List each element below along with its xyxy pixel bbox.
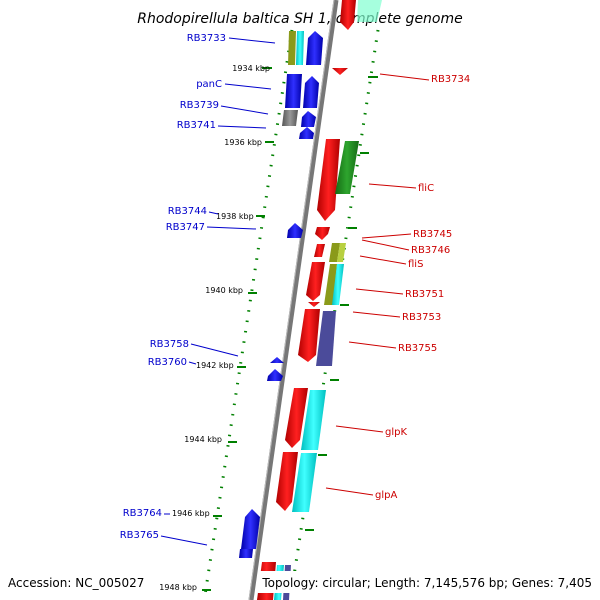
gene-rb3733-cyan[interactable]	[296, 31, 304, 65]
forward-track-guide	[203, 29, 294, 596]
scale-labels: 1934 kbp 1936 kbp 1938 kbp 1940 kbp 1942…	[159, 64, 270, 592]
genome-backbone	[248, 0, 339, 600]
gene-rb3755-red[interactable]	[298, 309, 320, 362]
right-gene-labels: RB3734 fliC RB3745 RB3746 fliS RB3751 RB…	[375, 74, 470, 501]
label-rb3733[interactable]: RB3733	[187, 33, 226, 44]
gene-rb3746-lime[interactable]	[337, 243, 346, 262]
gene-rb3745-red[interactable]	[315, 227, 330, 240]
gene-rb3765-blue[interactable]	[239, 549, 253, 558]
map-title: Rhodopirellula baltica SH 1, complete ge…	[137, 11, 463, 27]
label-panc[interactable]: panC	[196, 79, 222, 90]
reverse-genes	[276, 0, 382, 512]
leader-rb3746	[361, 239, 410, 251]
scale-label-1940: 1940 kbp	[205, 286, 243, 295]
leader-rb3744	[208, 211, 219, 215]
leader-rb3745	[361, 233, 412, 239]
label-rb3764[interactable]: RB3764	[123, 508, 162, 519]
leader-rb3758	[190, 343, 239, 357]
label-rb3734[interactable]: RB3734	[431, 74, 470, 85]
label-rb3760[interactable]: RB3760	[148, 357, 187, 368]
gene-glpk-red[interactable]	[285, 388, 308, 448]
gene-rb3733-olive[interactable]	[288, 31, 296, 65]
leader-panc	[224, 83, 272, 90]
gene-rb3755-purple[interactable]	[316, 311, 336, 366]
left-gene-labels: RB3733 panC RB3739 RB3741 RB3744 RB3747 …	[120, 33, 226, 541]
gene-rb3733-blue[interactable]	[306, 31, 323, 65]
gene-rb3746-olive[interactable]	[329, 243, 340, 262]
leader-rb3739	[220, 105, 269, 115]
leader-rb3734	[379, 73, 430, 81]
gene-panc-blue[interactable]	[285, 74, 302, 108]
gene-flic-red[interactable]	[317, 139, 340, 221]
backbone-highlight	[248, 0, 335, 600]
label-rb3746[interactable]: RB3746	[411, 245, 450, 256]
gene-panc-blue-2[interactable]	[303, 76, 319, 108]
gene-top-red[interactable]	[340, 0, 356, 30]
label-rb3753[interactable]: RB3753	[402, 312, 441, 323]
label-rb3739[interactable]: RB3739	[180, 100, 219, 111]
scale-label-1944: 1944 kbp	[184, 435, 222, 444]
leader-rb3765	[160, 535, 208, 546]
scale-label-1938: 1938 kbp	[216, 212, 254, 221]
gene-rb3741-blue[interactable]	[299, 127, 314, 139]
scale-ticks	[202, 67, 378, 591]
gene-rb3751-cyan[interactable]	[332, 264, 344, 305]
gene-rb3747-blue[interactable]	[287, 223, 303, 238]
label-rb3747[interactable]: RB3747	[166, 222, 205, 233]
label-rb3744[interactable]: RB3744	[168, 206, 207, 217]
gene-top-mint[interactable]	[357, 0, 382, 22]
gene-fliS-red[interactable]	[314, 244, 325, 257]
label-flis[interactable]: fliS	[408, 259, 423, 270]
gene-rb3758-blue[interactable]	[270, 357, 284, 363]
leader-rb3751	[355, 288, 404, 295]
footer-topology: Topology: circular; Length: 7,145,576 bp…	[261, 576, 592, 590]
leader-glpk	[335, 425, 384, 433]
leader-lines	[160, 37, 430, 546]
footer-accession: Accession: NC_005027	[8, 576, 144, 590]
label-flic[interactable]: fliC	[418, 183, 434, 194]
leader-glpa	[325, 487, 374, 496]
label-glpa[interactable]: glpA	[375, 490, 397, 501]
label-rb3755[interactable]: RB3755	[398, 343, 437, 354]
gene-rb3760-blue[interactable]	[267, 369, 283, 381]
label-rb3765[interactable]: RB3765	[120, 530, 159, 541]
scale-label-1936: 1936 kbp	[224, 138, 262, 147]
leader-rb3760	[188, 361, 197, 365]
scale-label-1942: 1942 kbp	[196, 361, 234, 370]
leader-flis	[359, 255, 407, 265]
scale-label-1948: 1948 kbp	[159, 583, 197, 592]
label-rb3751[interactable]: RB3751	[405, 289, 444, 300]
gene-rb3751-red[interactable]	[306, 262, 325, 301]
leader-rb3747	[206, 226, 257, 230]
leader-flic	[368, 183, 417, 189]
gene-flic-green[interactable]	[335, 141, 359, 194]
gene-glpk-cyan[interactable]	[301, 390, 326, 450]
label-rb3758[interactable]: RB3758	[150, 339, 189, 350]
leader-rb3753	[352, 311, 401, 318]
label-rb3745[interactable]: RB3745	[413, 229, 452, 240]
leader-rb3733	[228, 37, 276, 44]
gene-glpa-red[interactable]	[276, 452, 298, 511]
label-rb3741[interactable]: RB3741	[177, 120, 216, 131]
leader-rb3741	[217, 125, 267, 129]
footer-topology-bg	[258, 571, 598, 593]
scale-label-1946: 1946 kbp	[172, 509, 210, 518]
scale-label-1934: 1934 kbp	[232, 64, 270, 73]
gene-glpa-cyan[interactable]	[292, 453, 317, 512]
leader-rb3755	[348, 341, 397, 349]
gene-rb3764-blue[interactable]	[241, 509, 260, 549]
gene-rb3734-red[interactable]	[332, 68, 348, 75]
reverse-track-guide	[289, 29, 380, 596]
gene-rb3739-blue[interactable]	[301, 111, 316, 127]
gene-rb3739-gray[interactable]	[282, 110, 298, 126]
gene-rb3753-red[interactable]	[308, 302, 320, 307]
label-glpk[interactable]: glpK	[385, 427, 407, 438]
